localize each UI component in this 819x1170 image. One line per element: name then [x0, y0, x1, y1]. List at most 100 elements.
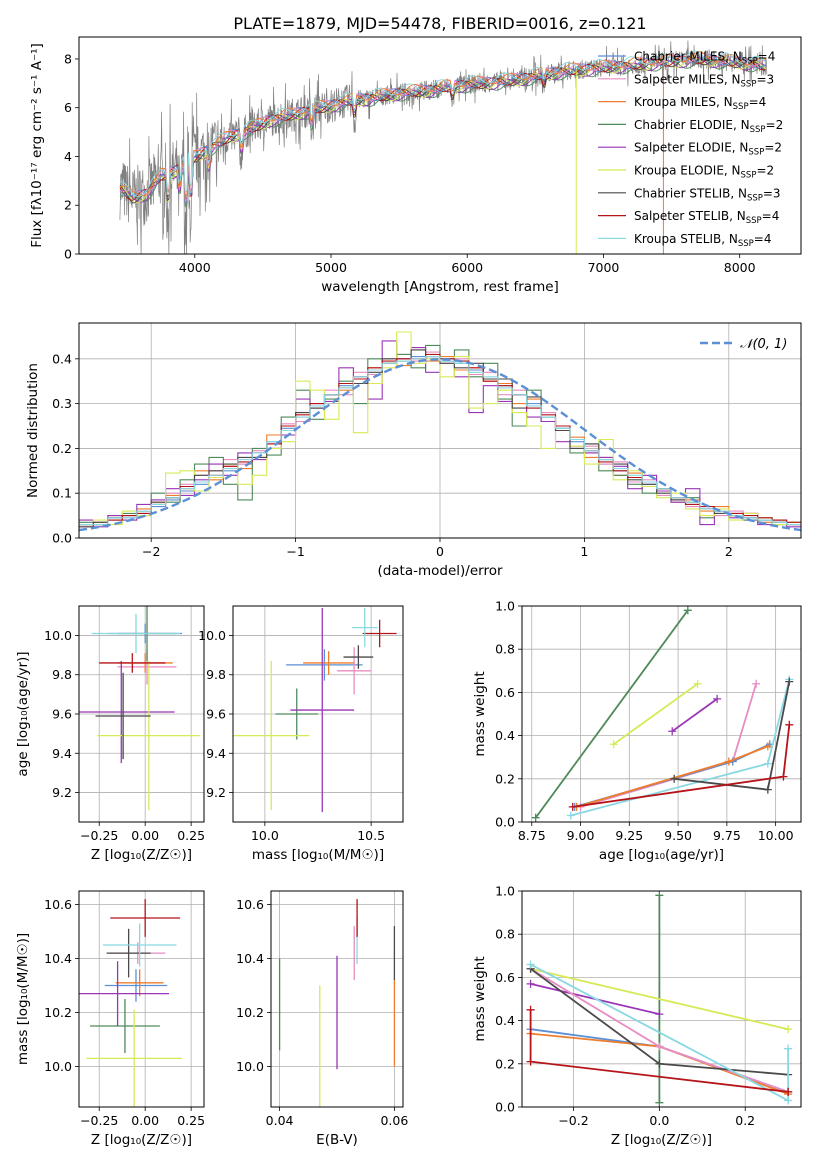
axes-frame — [521, 890, 802, 1108]
x-tick-label: 10.0 — [251, 828, 279, 843]
y-tick-label: 0.0 — [495, 815, 515, 830]
plot-area-age_vs_mass — [233, 607, 397, 813]
histogram-kroupa_stelib — [79, 356, 801, 526]
x-tick-label: 0.00 — [131, 828, 159, 843]
plots-layer: 4000 5000 6000 7000 8000 0 2 4 6 8 wavelength [Ang… — [15, 36, 802, 1148]
y-tick-label: 8 — [64, 51, 72, 66]
y-tick-label: 9.6 — [206, 707, 226, 722]
x-tick-label: 1 — [580, 544, 588, 559]
x-tick-label: 0.04 — [266, 1113, 294, 1128]
legend-label: Salpeter STELIB, NSSP=4 — [634, 209, 779, 226]
y-axis-label: mass weight — [472, 956, 488, 1041]
axes-mass_vs_ebv: 0.04 0.06 10.0 10.2 10.4 10.6 E(B-V) — [236, 890, 408, 1148]
legend-label: Chabrier MILES, NSSP=4 — [634, 50, 775, 67]
plot-area-residuals — [79, 331, 801, 532]
figure-title: PLATE=1879, MJD=54478, FIBERID=0016, z=0… — [233, 14, 646, 33]
weight-point-salpeter_stelib — [568, 802, 577, 811]
y-tick-label: 2 — [64, 198, 72, 213]
x-tick-label: −1 — [286, 544, 304, 559]
weight-point-kroupa_miles — [724, 757, 733, 766]
y-tick-label: 9.6 — [52, 707, 72, 722]
legend-label: Salpeter ELODIE, NSSP=2 — [634, 141, 782, 158]
weight-line-salpeter_elodie — [671, 698, 718, 733]
x-axis-label: E(B-V) — [316, 1132, 358, 1148]
y-tick-label: 0.0 — [495, 1100, 515, 1115]
weight-point-kroupa_elodie — [693, 679, 702, 688]
y-tick-label: 0.0 — [52, 531, 72, 546]
weight-point-chabrier_elodie — [655, 891, 664, 900]
y-tick-label: 10.4 — [44, 951, 72, 966]
weight-point-salpeter_miles — [752, 679, 761, 688]
weight-point-salpeter_stelib — [526, 1005, 535, 1014]
weight-point-salpeter_elodie — [713, 694, 722, 703]
y-tick-label: 10.6 — [236, 897, 264, 912]
y-tick-label: 0.6 — [495, 970, 515, 985]
weight-point-salpeter_miles — [655, 1042, 664, 1051]
weight-line-kroupa_elodie — [613, 683, 699, 745]
x-tick-label: −0.2 — [558, 1113, 588, 1128]
weight-point-salpeter_elodie — [668, 727, 677, 736]
x-tick-label: 10.5 — [357, 828, 385, 843]
spectrum-data-line — [119, 40, 768, 254]
legend-label: Salpeter MILES, NSSP=3 — [634, 72, 774, 89]
legend-label: 𝒩(0, 1) — [740, 337, 787, 352]
x-tick-label: 5000 — [315, 260, 347, 275]
y-tick-label: 4 — [64, 149, 72, 164]
axes-frame — [270, 890, 404, 1108]
x-tick-label: 8000 — [724, 260, 756, 275]
x-tick-label: 10.00 — [758, 828, 794, 843]
weight-point-chabrier_stelib — [785, 677, 794, 686]
axes-frame — [78, 605, 205, 823]
x-tick-label: 0 — [436, 544, 444, 559]
y-tick-label: 0.4 — [52, 351, 72, 366]
y-tick-label: 10.2 — [236, 1005, 264, 1020]
y-axis-label: mass weight — [472, 671, 488, 756]
x-tick-label: 9.25 — [615, 828, 643, 843]
legend-label: Chabrier STELIB, NSSP=3 — [634, 186, 781, 203]
spectrum-model-kroupa_stelib — [119, 50, 766, 197]
plot-area-weight_vs_age — [531, 606, 794, 822]
weight-point-salpeter_stelib — [785, 720, 794, 729]
weight-point-chabrier_elodie — [655, 1098, 664, 1107]
histogram-kroupa_elodie — [79, 331, 801, 526]
y-tick-label: 0.2 — [495, 1056, 515, 1071]
weight-point-kroupa_elodie — [784, 1025, 793, 1034]
y-tick-label: 10.0 — [198, 628, 226, 643]
plot-area-mass_vs_ebv — [278, 899, 396, 1107]
weight-point-salpeter_stelib — [784, 1087, 793, 1096]
weight-point-salpeter_stelib — [526, 1057, 535, 1066]
y-tick-label: 10.2 — [44, 1005, 72, 1020]
axes-age_vs_mass: 10.0 10.5 9.2 9.4 9.6 9.8 10.0 mass [log₁₀(M/M☉… — [198, 605, 404, 863]
y-tick-label: 0.8 — [495, 927, 515, 942]
x-axis-label: Z [log₁₀(Z/Z☉)] — [91, 847, 192, 863]
y-tick-label: 0.2 — [52, 441, 72, 456]
x-tick-label: 0.0 — [649, 1113, 669, 1128]
x-tick-label: 4000 — [179, 260, 211, 275]
axes-weight_vs_z: −0.2 0.0 0.2 0.0 0.2 0.4 0.6 0.8 1.0 Z [log₁₀(Z/Z… — [472, 884, 802, 1148]
y-tick-label: 0.1 — [52, 486, 72, 501]
weight-point-salpeter_elodie — [655, 1010, 664, 1019]
legend-label: Chabrier ELODIE, NSSP=2 — [634, 118, 783, 135]
x-axis-label: (data-model)/error — [377, 563, 503, 579]
axes-spectrum: 4000 5000 6000 7000 8000 0 2 4 6 8 wavelength [Ang… — [29, 36, 802, 295]
y-tick-label: 9.8 — [52, 667, 72, 682]
weight-point-chabrier_stelib — [655, 1059, 664, 1068]
weight-point-kroupa_stelib — [566, 811, 575, 820]
y-tick-label: 10.4 — [236, 951, 264, 966]
y-tick-label: 10.0 — [44, 1059, 72, 1074]
spectrum-model-kroupa_miles — [119, 51, 766, 198]
x-tick-label: −0.25 — [80, 1113, 118, 1128]
plot-area-mass_vs_z — [79, 899, 182, 1107]
y-tick-label: 9.8 — [206, 667, 226, 682]
x-axis-label: age [log₁₀(age/yr)] — [599, 847, 724, 863]
x-axis-label: Z [log₁₀(Z/Z☉)] — [91, 1132, 192, 1148]
plot-area-weight_vs_z — [526, 891, 793, 1107]
axes-mass_vs_z: −0.25 0.00 0.25 10.0 10.2 10.4 10.6 Z [log₁₀(Z/… — [15, 890, 205, 1148]
y-axis-label: age [log₁₀(age/yr)] — [15, 651, 31, 776]
axes-frame — [521, 605, 802, 823]
weight-point-kroupa_miles — [763, 742, 772, 751]
weight-point-chabrier_elodie — [531, 813, 540, 822]
x-tick-label: 2 — [725, 544, 733, 559]
y-tick-label: 9.4 — [206, 746, 226, 761]
